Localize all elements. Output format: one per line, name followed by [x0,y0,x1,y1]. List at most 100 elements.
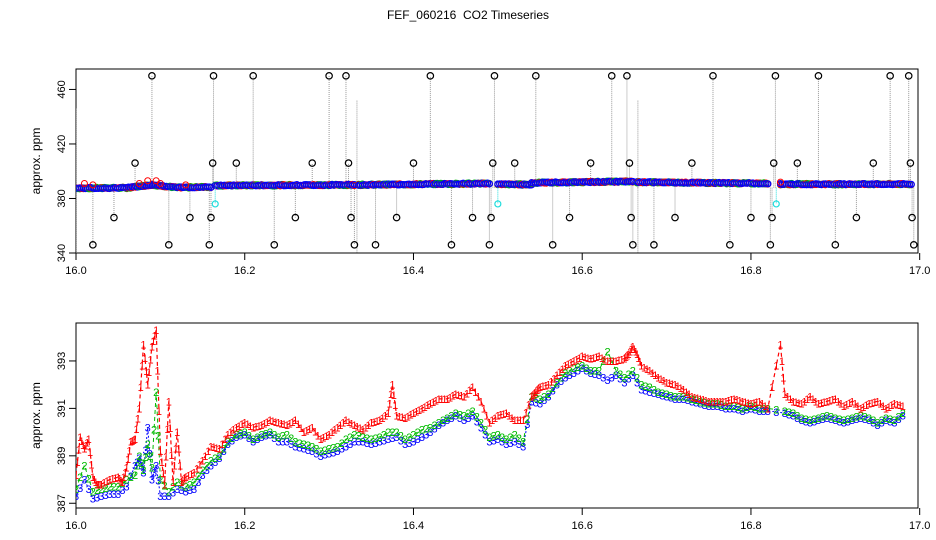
series-3-marker: 3 [609,373,615,385]
outlier-point [485,241,494,249]
series-2-marker: 2 [107,482,113,494]
series-1-marker: 1 [79,436,85,448]
series-3-marker: 3 [457,413,463,425]
series-1-marker: 1 [529,392,535,404]
series-1-marker: 1 [557,367,563,379]
series-1-marker: 1 [270,416,276,428]
series-1-marker: 1 [628,344,634,356]
series-2-marker: 2 [596,365,602,377]
series-2-marker: 2 [634,373,640,385]
outlier-point [768,213,776,222]
series-2-marker: 2 [448,411,454,423]
series-2-marker: 2 [718,400,724,412]
series-2-marker: 2 [706,399,712,411]
x-tick-label: 16.8 [740,265,761,277]
series-2-marker: 2 [339,438,345,450]
series-1-marker: 1 [737,395,743,407]
series-1-marker: 1 [458,391,464,403]
series-2-marker: 2 [149,463,155,475]
series-3-marker: 3 [119,485,125,497]
series-3-marker: 3 [815,415,821,427]
series-1-marker: 1 [433,395,439,407]
series-1-marker: 1 [115,472,121,484]
series-1-marker: 1 [140,339,146,351]
series-1-marker: 1 [680,384,686,396]
series-3-marker: 3 [748,403,754,415]
series-2-marker: 2 [229,433,235,445]
series-1-marker: 1 [641,362,647,374]
series-1-marker: 1 [793,397,799,409]
series-2-marker: 2 [870,415,876,427]
outlier-point [110,213,118,222]
series-1-marker: 1 [889,400,895,412]
series-1-marker: 1 [371,417,377,429]
series-3-marker: 3 [86,484,92,496]
series-3-marker: 3 [782,408,788,420]
series-2-marker: 2 [461,411,467,423]
series-3-marker: 3 [550,386,556,398]
series-1-marker: 1 [765,403,771,415]
series-1-marker: 1 [900,401,906,413]
series-3-marker: 3 [807,418,813,430]
series-1-marker: 1 [119,477,125,489]
series-3-marker: 3 [507,438,513,450]
series-1-marker: 1 [244,419,250,431]
series-1-marker: 1 [492,413,498,425]
outlier-point [490,72,499,80]
series-2-marker: 2 [503,434,509,446]
series-3-marker: 3 [351,437,357,449]
series-2-marker: 2 [187,479,193,491]
series-2-marker: 2 [246,431,252,443]
series-1-marker: 1 [886,402,892,414]
series-1-marker: 1 [133,424,139,436]
series-2-marker: 2 [604,346,610,358]
series-3-marker: 3 [638,384,644,396]
series-1-marker: 1 [475,392,481,404]
series-1-marker: 1 [495,411,501,423]
series-1-marker: 1 [484,411,490,423]
series-1-marker: 1 [76,444,82,456]
series-1-marker: 1 [145,380,151,392]
series-2-marker: 2 [402,434,408,446]
series-1-marker: 1 [489,415,495,427]
series-3-marker: 3 [832,415,838,427]
series-3-marker: 3 [723,403,729,415]
series-1-marker: 1 [697,394,703,406]
series-1-marker: 1 [509,413,515,425]
outlier-point [886,72,894,80]
series-1-marker: 1 [346,417,352,429]
series-1-marker: 1 [635,353,641,365]
series-2-marker: 2 [334,441,340,453]
series-3-marker: 3 [195,477,201,489]
series-1-marker: 1 [846,398,852,410]
series-1-marker: 1 [821,397,827,409]
series-2-marker: 2 [765,403,771,415]
series-2-marker: 2 [284,429,290,441]
series-2-marker: 2 [811,414,817,426]
series-2-marker: 2 [803,414,809,426]
series-1-marker: 1 [98,479,104,491]
series-3-marker: 3 [701,400,707,412]
outlier-point [869,159,878,167]
series-1-marker: 1 [439,394,445,406]
series-1-marker: 1 [633,346,639,358]
series-3-marker: 3 [432,424,438,436]
series-2-marker: 2 [427,422,433,434]
series-1-marker: 1 [93,477,99,489]
series-3-marker: 3 [221,446,227,458]
series-1-marker: 1 [869,398,875,410]
series-3-marker: 3 [710,401,716,413]
series-1-marker: 1 [824,396,830,408]
outlier-point [350,241,359,249]
series-1-marker: 1 [312,426,318,438]
series-2-marker: 2 [545,389,551,401]
series-3-marker: 3 [613,370,619,382]
page-title: FEF_060216 CO2 Timeseries [386,8,550,22]
series-2-marker: 2 [529,392,535,404]
series-2-marker: 2 [432,420,438,432]
series-1-marker: 1 [154,365,160,377]
outlier-point [342,72,350,80]
series-1-marker: 1 [621,354,627,366]
series-3-marker: 3 [803,416,809,428]
series-3-marker: 3 [642,386,648,398]
